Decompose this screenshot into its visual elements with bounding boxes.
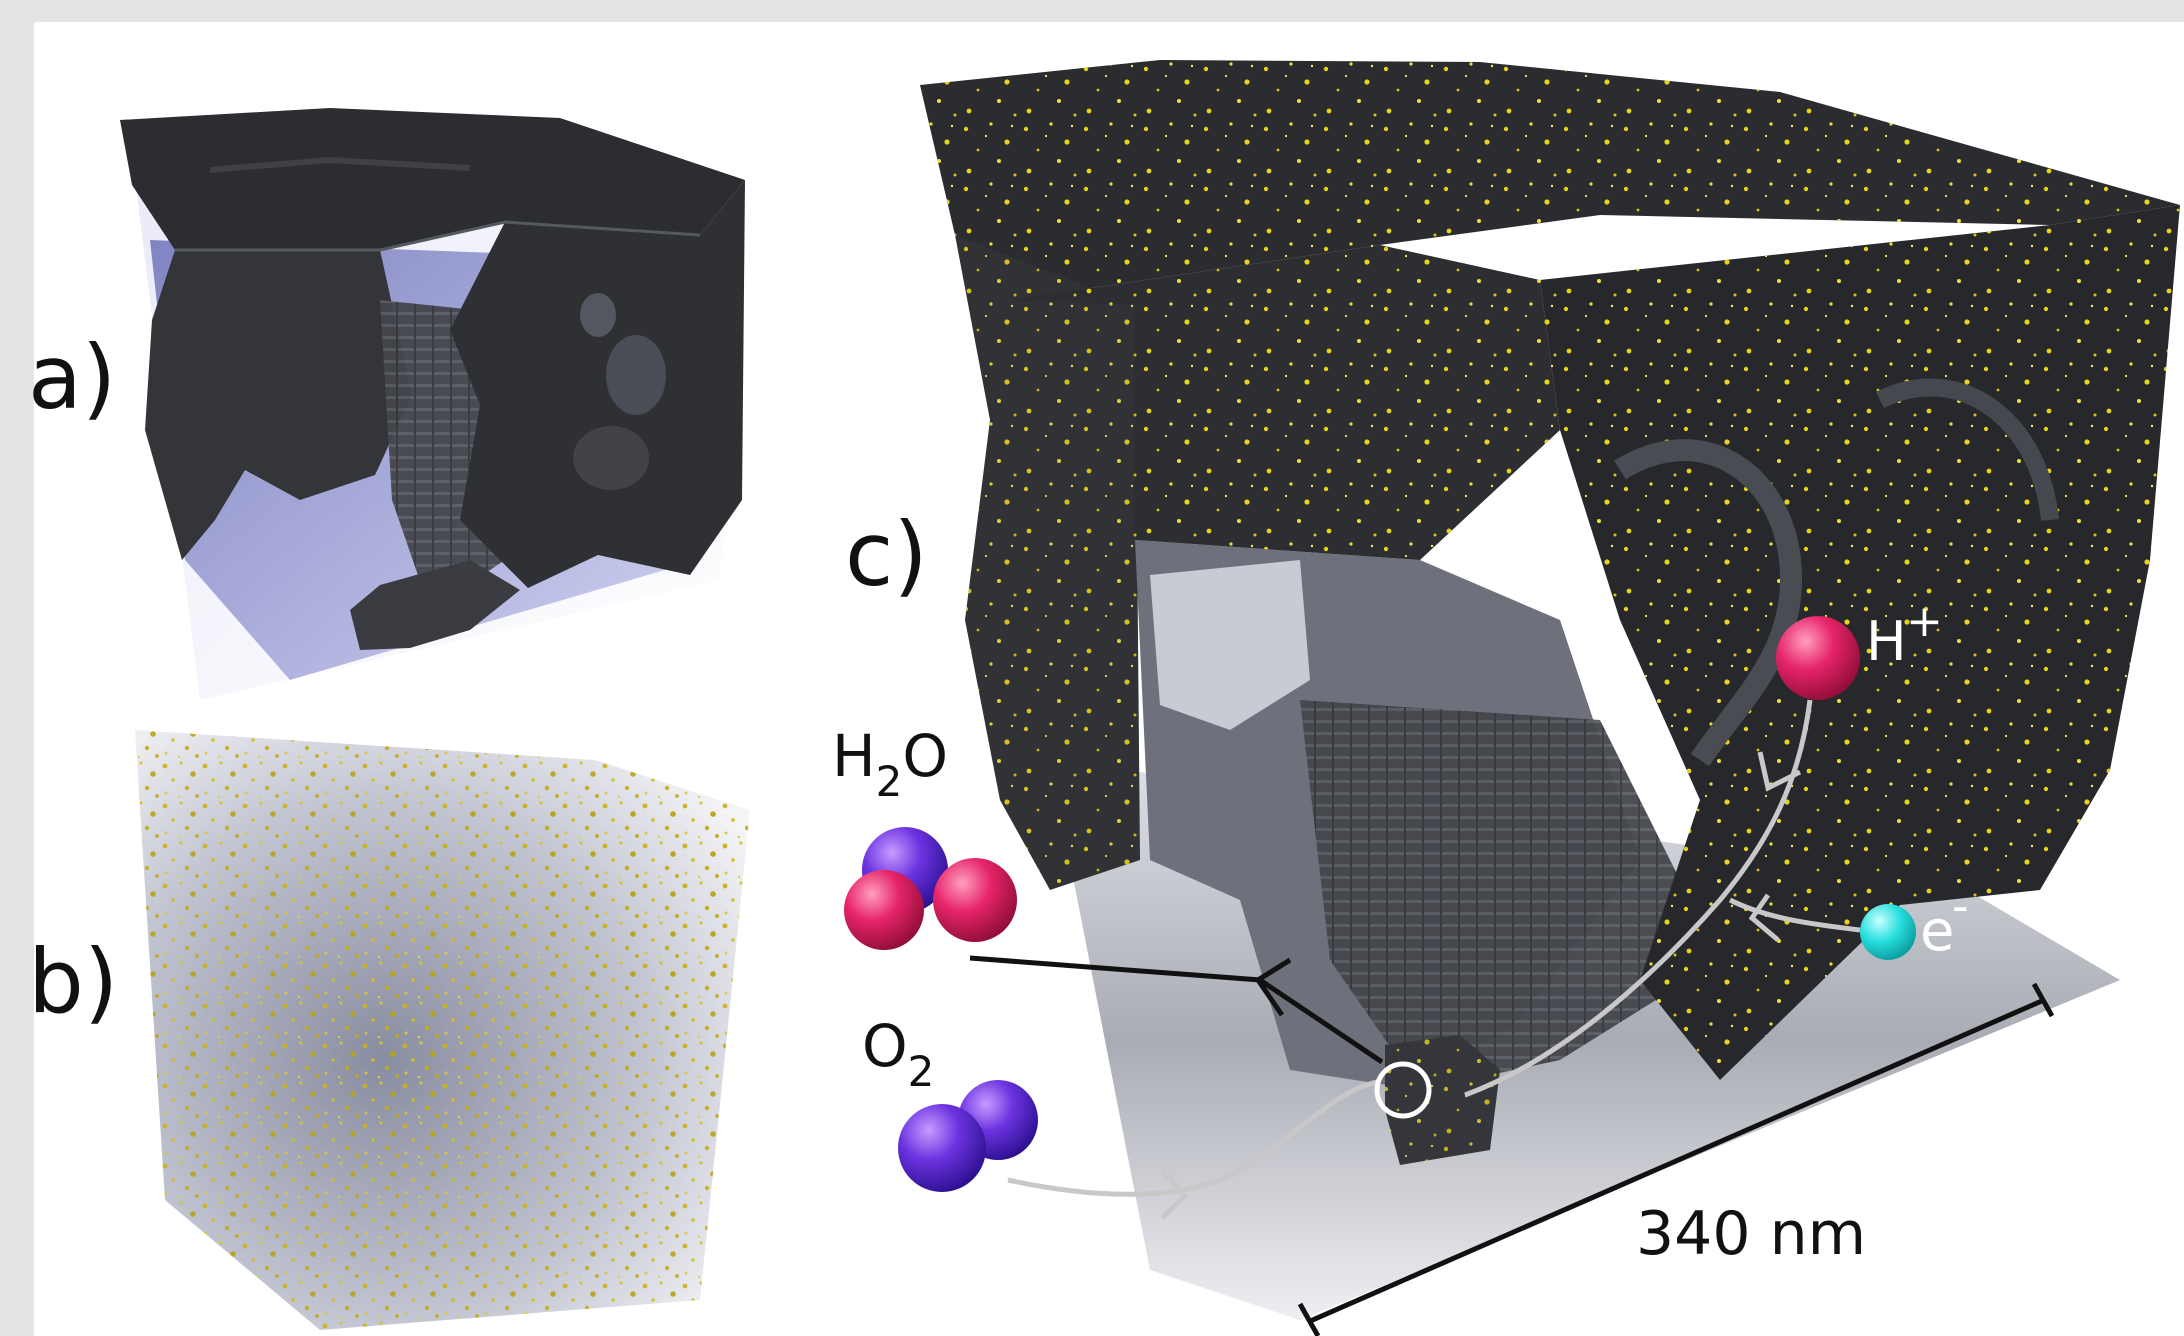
electron-symbol: e — [1920, 899, 1954, 964]
water-suffix: O — [902, 722, 948, 790]
panel-c-electrode-cube — [920, 60, 2180, 1320]
oxygen-molecule-icon — [898, 1080, 1038, 1192]
oxygen-path — [1007, 1079, 1379, 1197]
panel-a-porous-carbon-cube — [120, 108, 745, 700]
panel-label-c: c) — [845, 503, 928, 606]
water-prefix: H — [832, 722, 876, 790]
proton-arrow-icon — [1757, 751, 1802, 792]
electron-charge: - — [1952, 879, 1969, 933]
oxygen-arrow-icon — [1160, 1168, 1189, 1220]
oxygen-subscript: 2 — [908, 1047, 935, 1096]
proton-symbol: H — [1866, 610, 1907, 673]
panel-label-b: b) — [28, 930, 118, 1033]
scale-bar-label: 340 nm — [1636, 1199, 1866, 1269]
transport-paths — [969, 699, 1861, 1220]
scale-bar — [1297, 982, 2055, 1336]
electron-sphere-icon — [1860, 904, 1916, 960]
proton-sphere-icon — [1776, 616, 1860, 700]
water-arrow-icon — [1254, 957, 1292, 1017]
water-molecule-icon — [844, 827, 1017, 950]
panel-label-a: a) — [28, 326, 116, 429]
electron-arrow-icon — [1748, 893, 1780, 942]
water-subscript: 2 — [876, 757, 903, 806]
oxygen-label: O2 — [862, 1012, 934, 1096]
panel-b-catalyst-particles — [135, 730, 750, 1330]
electron-path — [1728, 897, 1861, 933]
oxygen-prefix: O — [862, 1012, 908, 1080]
proton-charge: + — [1906, 596, 1943, 647]
reaction-site-icon — [1374, 1061, 1432, 1119]
water-label: H2O — [832, 722, 948, 806]
